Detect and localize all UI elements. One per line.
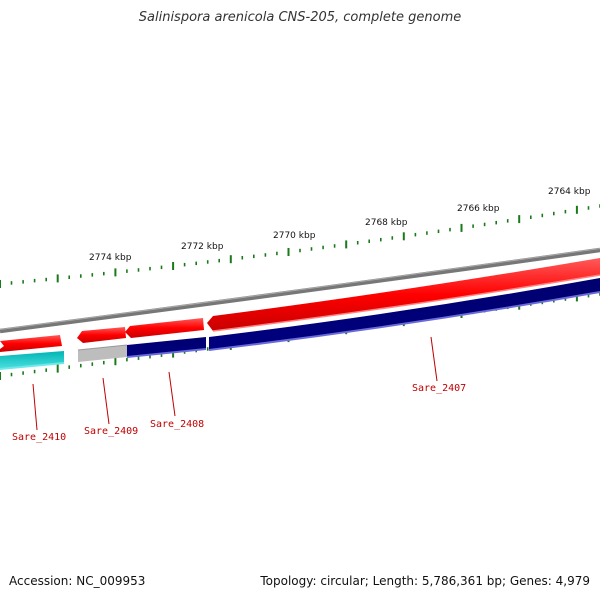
leader-sare-2408	[168, 371, 176, 417]
ruler-label-2766: 2766 kbp	[457, 204, 500, 214]
cds-forward-sare-2410[interactable]	[0, 335, 62, 352]
gene-label-sare-2407[interactable]: Sare_2407	[412, 383, 466, 394]
leader-sare-2407	[430, 336, 438, 382]
ruler-label-2772: 2772 kbp	[181, 242, 224, 252]
gene-label-sare-2408[interactable]: Sare_2408	[150, 419, 204, 430]
leader-sare-2409	[102, 377, 110, 425]
ruler-ticks-outer	[0, 204, 600, 288]
cds-forward-sare-2408[interactable]	[125, 318, 204, 338]
cds-forward-sare-2409[interactable]	[77, 327, 126, 343]
ruler-label-2774: 2774 kbp	[89, 253, 132, 263]
ruler-label-2770: 2770 kbp	[273, 231, 316, 241]
ruler-label-2768: 2768 kbp	[365, 218, 408, 228]
ruler-label-2764: 2764 kbp	[548, 187, 591, 197]
cds-reverse-navy-track-2[interactable]	[209, 278, 600, 350]
leader-sare-2410	[32, 383, 38, 431]
cds-forward-sare-2407[interactable]	[207, 258, 600, 331]
cds-reverse-navy-track-1[interactable]	[127, 337, 206, 357]
map-title: Salinispora arenicola CNS-205, complete …	[138, 10, 462, 25]
gene-label-sare-2409[interactable]: Sare_2409	[84, 426, 138, 437]
gene-label-sare-2410[interactable]: Sare_2410	[12, 432, 66, 443]
accession-text: Accession: NC_009953	[9, 574, 146, 588]
genome-summary-text: Topology: circular; Length: 5,786,361 bp…	[260, 574, 590, 588]
genome-backbone	[0, 247, 600, 334]
